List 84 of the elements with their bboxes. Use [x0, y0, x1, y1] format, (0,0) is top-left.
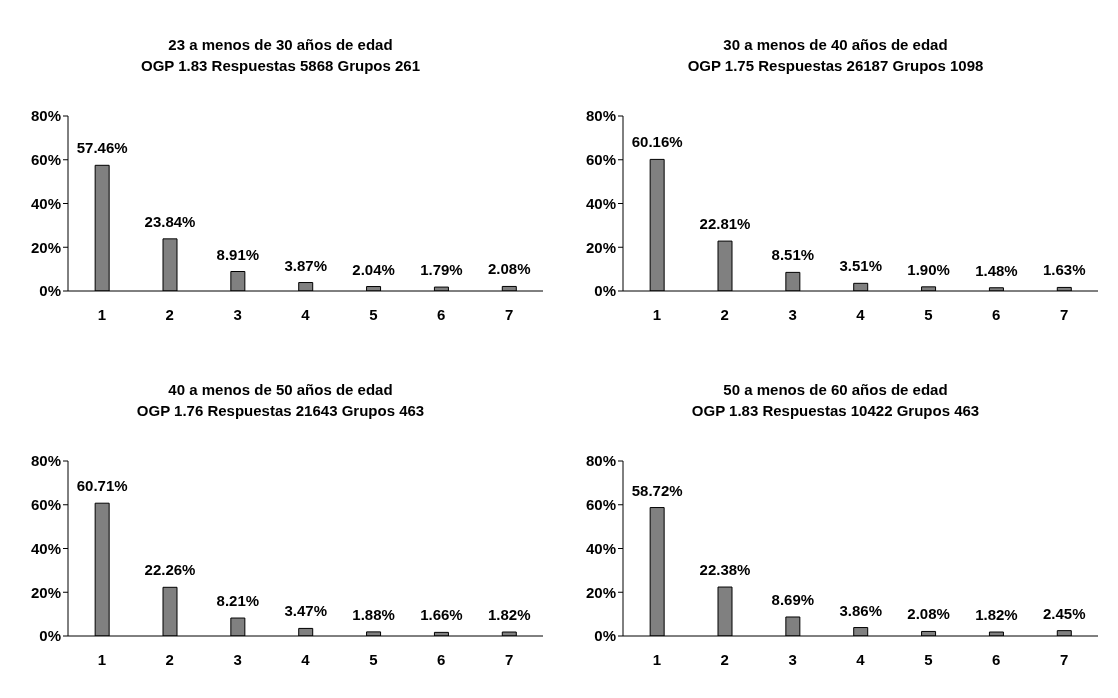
data-label: 3.86%	[839, 601, 882, 619]
x-tick-label: 3	[233, 305, 242, 323]
y-tick-label: 80%	[30, 107, 61, 125]
x-tick-label: 4	[301, 650, 311, 668]
chart-title: 50 a menos de 60 años de edad	[722, 380, 949, 400]
x-tick-label: 3	[233, 650, 242, 668]
x-tick-label: 3	[788, 650, 797, 668]
y-tick-label: 0%	[594, 627, 616, 645]
y-tick-label: 80%	[585, 107, 616, 125]
data-label: 2.04%	[352, 260, 395, 278]
y-tick-label: 0%	[594, 282, 616, 300]
data-label: 58.72%	[631, 481, 683, 499]
x-tick-label: 6	[992, 650, 1001, 668]
y-tick-label: 60%	[585, 496, 616, 514]
x-tick-label: 5	[369, 650, 378, 668]
data-label: 8.51%	[771, 246, 815, 264]
data-label: 1.79%	[420, 261, 463, 279]
chart-subtitle: OGP 1.83 Respuestas 10422 Grupos 463	[690, 401, 981, 421]
y-tick-label: 0%	[39, 282, 61, 300]
data-label: 2.08%	[907, 605, 950, 623]
x-tick-label: 2	[165, 305, 174, 323]
chart-title: 23 a menos de 30 años de edad	[167, 35, 394, 55]
x-tick-label: 7	[504, 650, 514, 668]
y-tick-label: 20%	[30, 583, 61, 601]
y-tick-label: 80%	[30, 452, 61, 470]
data-label: 2.45%	[1043, 604, 1086, 622]
data-label: 57.46%	[76, 139, 128, 157]
chart-subtitle: OGP 1.76 Respuestas 21643 Grupos 463	[135, 401, 426, 421]
x-tick-label: 6	[992, 305, 1001, 323]
data-label: 8.69%	[771, 590, 815, 608]
x-tick-label: 6	[437, 305, 446, 323]
data-label: 60.16%	[631, 133, 683, 151]
x-tick-label: 7	[1059, 305, 1069, 323]
y-tick-label: 60%	[30, 496, 61, 514]
data-label: 22.38%	[699, 561, 751, 579]
data-label: 1.90%	[907, 260, 950, 278]
data-label: 3.51%	[839, 257, 882, 275]
data-label: 8.21%	[216, 592, 260, 610]
y-tick-label: 20%	[585, 583, 616, 601]
x-tick-label: 1	[652, 305, 662, 323]
y-tick-label: 80%	[585, 452, 616, 470]
y-tick-label: 40%	[30, 194, 61, 212]
data-label: 22.26%	[144, 561, 196, 579]
x-tick-label: 6	[437, 650, 446, 668]
chart-title: 30 a menos de 40 años de edad	[722, 35, 949, 55]
x-tick-label: 3	[788, 305, 797, 323]
chart-title: 40 a menos de 50 años de edad	[167, 380, 394, 400]
y-tick-label: 60%	[585, 151, 616, 169]
data-label: 60.71%	[76, 477, 128, 495]
data-label: 1.88%	[352, 605, 395, 623]
y-tick-label: 60%	[30, 151, 61, 169]
y-tick-label: 20%	[30, 238, 61, 256]
data-label: 23.84%	[144, 212, 196, 230]
x-tick-label: 2	[720, 650, 729, 668]
x-tick-label: 5	[369, 305, 378, 323]
x-tick-label: 5	[924, 305, 933, 323]
chart-subtitle: OGP 1.83 Respuestas 5868 Grupos 261	[139, 56, 421, 76]
x-tick-label: 2	[165, 650, 174, 668]
x-tick-label: 4	[856, 650, 866, 668]
y-tick-label: 20%	[585, 238, 616, 256]
data-label: 3.47%	[284, 602, 327, 620]
x-tick-label: 1	[97, 305, 107, 323]
data-label: 1.63%	[1043, 261, 1086, 279]
x-tick-label: 7	[1059, 650, 1069, 668]
data-label: 2.08%	[488, 260, 531, 278]
x-tick-label: 4	[856, 305, 866, 323]
y-tick-label: 0%	[39, 627, 61, 645]
data-label: 1.48%	[975, 261, 1018, 279]
y-tick-label: 40%	[585, 194, 616, 212]
chart-subtitle: OGP 1.75 Respuestas 26187 Grupos 1098	[686, 56, 985, 76]
x-tick-label: 4	[301, 305, 311, 323]
data-label: 3.87%	[284, 256, 327, 274]
y-tick-label: 40%	[30, 539, 61, 557]
x-tick-label: 7	[504, 305, 514, 323]
data-label: 1.66%	[420, 606, 463, 624]
data-label: 1.82%	[488, 606, 531, 624]
x-tick-label: 2	[720, 305, 729, 323]
y-tick-label: 40%	[585, 539, 616, 557]
x-tick-label: 1	[97, 650, 107, 668]
x-tick-label: 1	[652, 650, 662, 668]
data-label: 1.82%	[975, 606, 1018, 624]
data-label: 22.81%	[699, 215, 751, 233]
data-label: 8.91%	[216, 245, 260, 263]
x-tick-label: 5	[924, 650, 933, 668]
